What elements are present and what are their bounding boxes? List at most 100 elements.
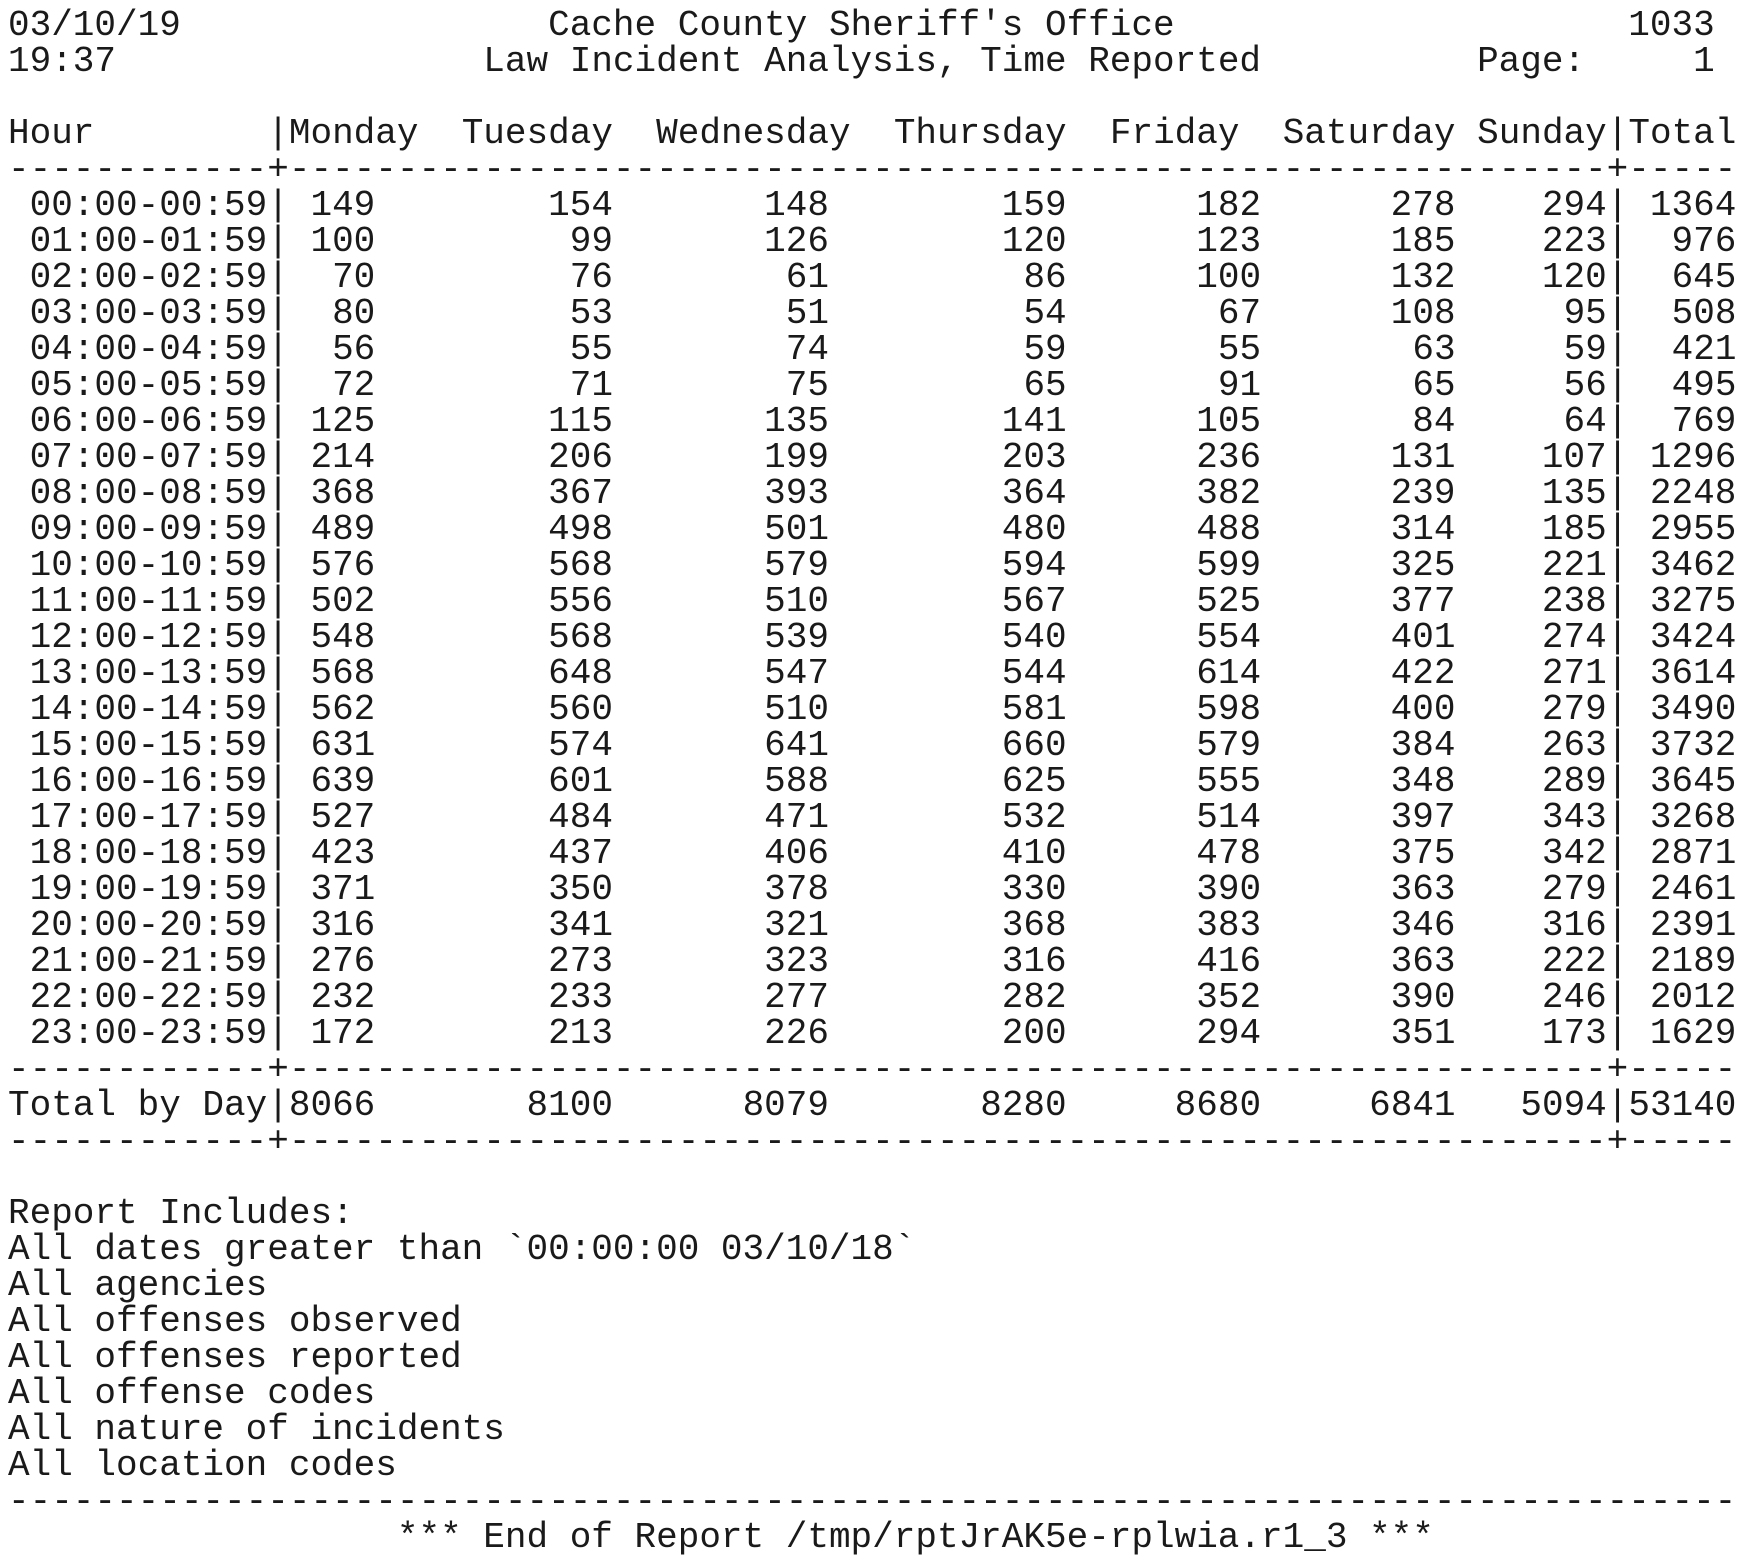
value-cell-tuesday: 53 [569, 296, 613, 332]
value-cell-wednesday: 135 [764, 404, 829, 440]
value-cell-thursday: 567 [1001, 584, 1067, 620]
value-cell-wednesday: 406 [764, 836, 829, 872]
value-cell-wednesday: 501 [764, 512, 829, 548]
value-cell-monday: 56 [332, 332, 376, 368]
value-cell-friday: 382 [1196, 476, 1262, 512]
includes-item: All location codes [8, 1448, 397, 1484]
total-cell: 769 [1628, 404, 1737, 440]
includes-item-line: All location codes [8, 1448, 1742, 1484]
total-cell: 2189 [1628, 944, 1737, 980]
includes-item: All offenses reported [8, 1340, 462, 1376]
value-cell-friday: 105 [1196, 404, 1262, 440]
value-cell-wednesday: 539 [764, 620, 829, 656]
value-cell-thursday: 86 [1023, 260, 1067, 296]
total-cell: 3732 [1628, 728, 1737, 764]
report-page: 03/10/19 Cache County Sheriff's Office 1… [8, 8, 1742, 1556]
value-cell-saturday: 278 [1390, 188, 1456, 224]
value-cell-wednesday: 641 [764, 728, 829, 764]
total-friday: 8680 [1174, 1088, 1262, 1124]
value-cell-tuesday: 437 [548, 836, 613, 872]
value-cell-wednesday: 61 [785, 260, 829, 296]
value-cell-friday: 599 [1196, 548, 1262, 584]
col-header-sunday: Sunday [1477, 116, 1607, 152]
value-cell-sunday: 135 [1541, 476, 1607, 512]
value-cell-friday: 236 [1196, 440, 1262, 476]
value-cell-wednesday: 277 [764, 980, 829, 1016]
value-cell-tuesday: 498 [548, 512, 613, 548]
table-row: 01:00-01:59| 100 99 126 120 123 185 223|… [8, 224, 1742, 260]
value-cell-sunday: 238 [1541, 584, 1607, 620]
value-cell-thursday: 330 [1001, 872, 1067, 908]
value-cell-friday: 67 [1217, 296, 1262, 332]
footer-line: *** End of Report /tmp/rptJrAK5e-rplwia.… [8, 1520, 1742, 1556]
value-cell-thursday: 141 [1001, 404, 1067, 440]
value-cell-saturday: 390 [1390, 980, 1456, 1016]
value-cell-thursday: 544 [1001, 656, 1067, 692]
value-cell-monday: 172 [310, 1016, 376, 1052]
value-cell-tuesday: 76 [569, 260, 613, 296]
total-sunday: 5094 [1520, 1088, 1607, 1124]
report-date: 03/10/19 [8, 8, 181, 44]
total-cell: 976 [1628, 224, 1737, 260]
value-cell-wednesday: 510 [764, 584, 829, 620]
hour-cell: 02:00-02:59 [29, 260, 268, 296]
value-cell-tuesday: 115 [548, 404, 613, 440]
value-cell-wednesday: 321 [764, 908, 829, 944]
table-row: 22:00-22:59| 232 233 277 282 352 390 246… [8, 980, 1742, 1016]
value-cell-tuesday: 568 [548, 620, 613, 656]
value-cell-friday: 182 [1196, 188, 1262, 224]
hour-cell: 18:00-18:59 [29, 836, 268, 872]
hour-cell: 07:00-07:59 [29, 440, 268, 476]
table-separator: ------------+---------------------------… [8, 1124, 1737, 1160]
value-cell-sunday: 342 [1541, 836, 1607, 872]
value-cell-tuesday: 484 [548, 800, 613, 836]
value-cell-tuesday: 568 [548, 548, 613, 584]
total-cell: 3490 [1628, 692, 1737, 728]
value-cell-thursday: 59 [1023, 332, 1067, 368]
report-title: Law Incident Analysis, Time Reported [483, 44, 1262, 80]
value-cell-monday: 316 [310, 908, 376, 944]
value-cell-friday: 555 [1196, 764, 1262, 800]
value-cell-tuesday: 350 [548, 872, 613, 908]
total-cell: 645 [1628, 260, 1737, 296]
value-cell-saturday: 401 [1390, 620, 1456, 656]
table-row: 19:00-19:59| 371 350 378 330 390 363 279… [8, 872, 1742, 908]
value-cell-saturday: 84 [1412, 404, 1456, 440]
value-cell-tuesday: 55 [569, 332, 613, 368]
table-row: 06:00-06:59| 125 115 135 141 105 84 64| … [8, 404, 1742, 440]
value-cell-monday: 568 [310, 656, 376, 692]
agency-name: Cache County Sheriff's Office [548, 8, 1175, 44]
value-cell-wednesday: 199 [764, 440, 829, 476]
value-cell-monday: 149 [310, 188, 376, 224]
value-cell-friday: 91 [1217, 368, 1262, 404]
value-cell-monday: 371 [310, 872, 376, 908]
value-cell-monday: 548 [310, 620, 376, 656]
value-cell-friday: 55 [1217, 332, 1262, 368]
value-cell-friday: 478 [1196, 836, 1262, 872]
value-cell-wednesday: 471 [764, 800, 829, 836]
value-cell-saturday: 400 [1390, 692, 1456, 728]
value-cell-thursday: 625 [1001, 764, 1067, 800]
col-header-monday: Monday [288, 116, 419, 152]
includes-heading: Report Includes: [8, 1196, 354, 1232]
value-cell-sunday: 263 [1541, 728, 1607, 764]
value-cell-thursday: 159 [1001, 188, 1067, 224]
value-cell-friday: 390 [1196, 872, 1262, 908]
hour-cell: 05:00-05:59 [29, 368, 268, 404]
value-cell-friday: 598 [1196, 692, 1262, 728]
value-cell-friday: 525 [1196, 584, 1262, 620]
value-cell-saturday: 422 [1390, 656, 1456, 692]
value-cell-saturday: 314 [1390, 512, 1456, 548]
value-cell-monday: 214 [310, 440, 376, 476]
table-row: 07:00-07:59| 214 206 199 203 236 131 107… [8, 440, 1742, 476]
value-cell-thursday: 540 [1001, 620, 1067, 656]
value-cell-friday: 383 [1196, 908, 1262, 944]
total-cell: 1364 [1628, 188, 1737, 224]
value-cell-saturday: 325 [1390, 548, 1456, 584]
value-cell-thursday: 203 [1001, 440, 1067, 476]
end-of-report: *** End of Report /tmp/rptJrAK5e-rplwia.… [396, 1520, 1434, 1556]
value-cell-tuesday: 648 [548, 656, 613, 692]
value-cell-tuesday: 99 [569, 224, 613, 260]
total-cell: 2955 [1628, 512, 1737, 548]
hour-cell: 13:00-13:59 [29, 656, 268, 692]
